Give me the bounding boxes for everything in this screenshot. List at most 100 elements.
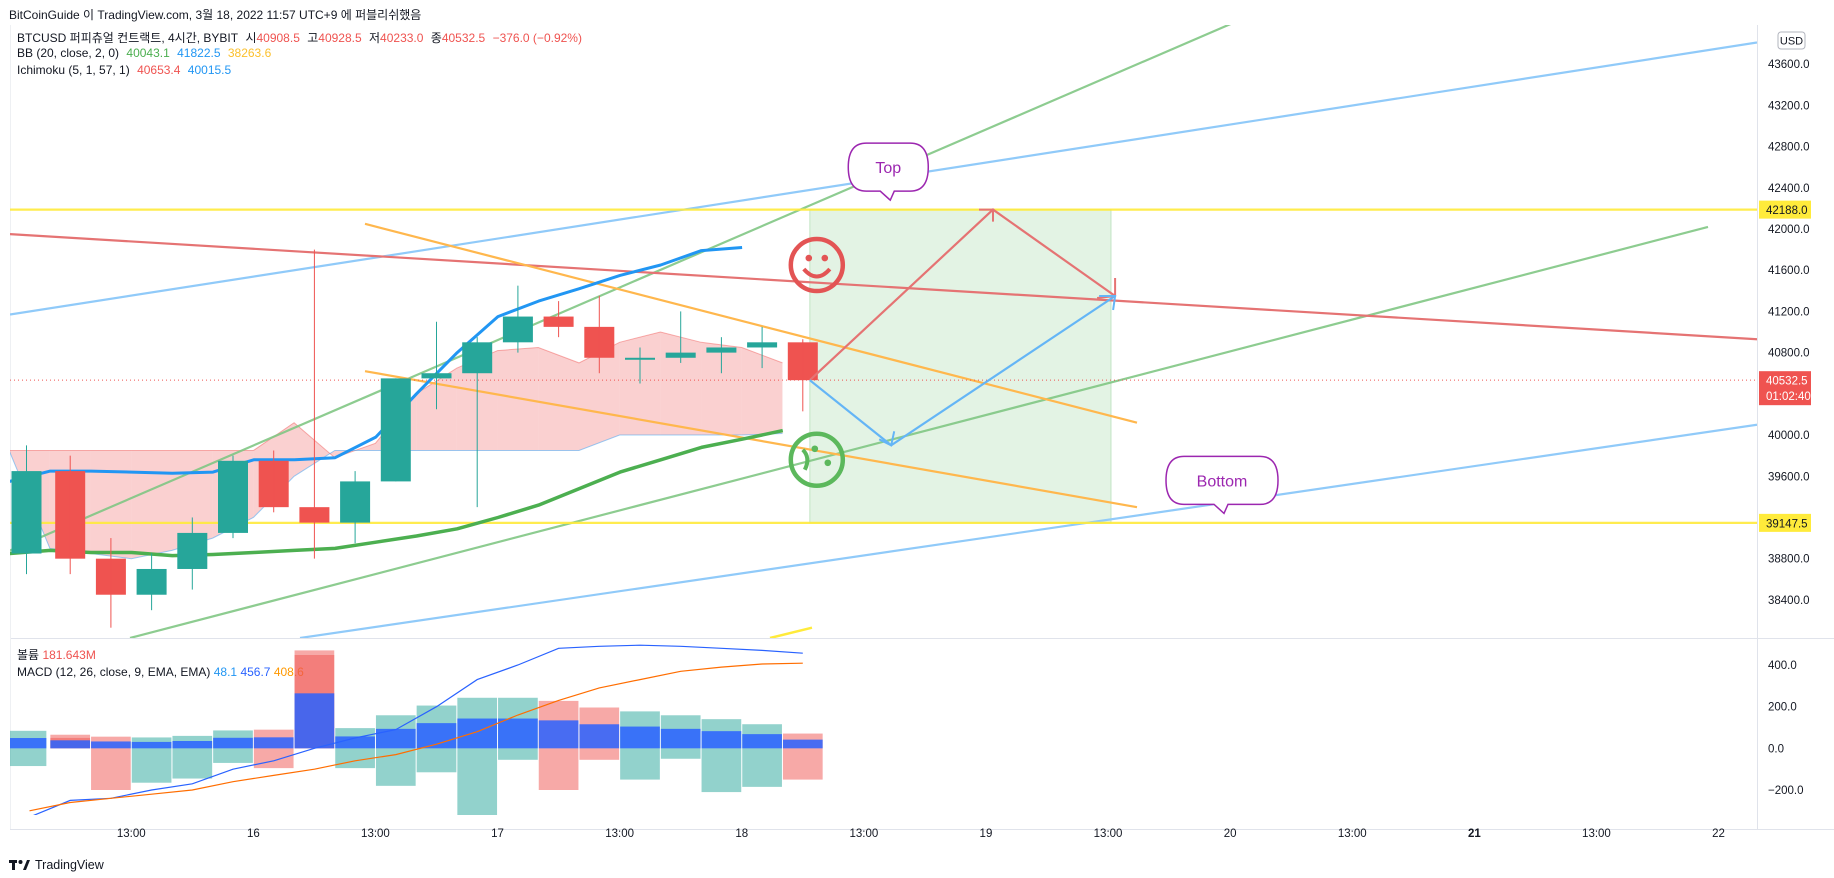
yellow-fragment (769, 626, 813, 638)
arrowhead-bottom (878, 431, 896, 447)
time-tick-label: 20 (1224, 828, 1237, 840)
macd-blue-bar (579, 724, 620, 749)
macd-blue-bar (782, 739, 823, 749)
ma-green-line (10, 428, 784, 558)
macd-blue-bar (294, 693, 335, 749)
level-price-label: 42188.0 (1766, 205, 1808, 217)
bar-countdown-label: 01:02:40 (1766, 391, 1811, 403)
macd-blue-bar (172, 741, 213, 749)
channel-green-lower (129, 225, 1709, 638)
time-tick-label: 13:00 (1338, 828, 1367, 840)
time-tick-label: 13:00 (849, 828, 878, 840)
price-tick-label: 43600.0 (1768, 59, 1810, 71)
speech-bubble (1165, 455, 1279, 515)
price-tick-label: 42400.0 (1768, 183, 1810, 195)
macd-histogram-bar (620, 748, 660, 780)
macd-histogram-bar (782, 748, 823, 780)
macd-tick-label: 0.0 (1768, 743, 1784, 755)
time-tick-label: 21 (1468, 828, 1481, 840)
macd-blue-bar (498, 718, 538, 749)
macd-histogram-bar (538, 748, 579, 790)
macd-pane (10, 644, 823, 815)
bb-legend: BB (20, close, 2, 0) 40043.1 41822.5 382… (17, 46, 272, 60)
price-tick-label: 41200.0 (1768, 306, 1810, 318)
macd-tick-label: −200.0 (1768, 785, 1804, 797)
time-tick-label: 13:00 (1094, 828, 1123, 840)
level-price-label: 39147.5 (1766, 518, 1808, 530)
last-price-label: 40532.5 (1766, 376, 1808, 388)
macd-histogram-bar (253, 748, 294, 769)
price-tick-label: 43200.0 (1768, 100, 1810, 112)
macd-line (33, 644, 803, 815)
macd-histogram-bar (416, 748, 457, 773)
speech-bubble-label: Bottom (1197, 473, 1248, 490)
time-tick-label: 13:00 (117, 828, 146, 840)
macd-blue-bar (50, 740, 91, 749)
macd-blue-bar (660, 728, 701, 749)
tradingview-brand: TradingView (9, 858, 104, 872)
macd-tick-label: 400.0 (1768, 660, 1797, 672)
descending-orange-lower (364, 370, 1138, 509)
arrowhead-top (979, 208, 994, 222)
macd-blue-bar (375, 728, 416, 749)
level-price-badge (1759, 513, 1811, 532)
symbol-name: BTCUSD 퍼피츄얼 컨트랙트, 4시간, BYBIT (17, 31, 239, 45)
tradingview-logo-icon (9, 860, 30, 870)
macd-blue-bar (538, 720, 579, 749)
time-tick-label: 19 (980, 828, 993, 840)
last-price-badge (1759, 371, 1811, 406)
main-pane (10, 25, 1757, 638)
resistance-red-line (10, 233, 1757, 341)
time-tick-label: 18 (735, 828, 748, 840)
descending-orange-upper (364, 222, 1138, 424)
macd-histogram-bar (457, 748, 498, 815)
price-tick-label: 40800.0 (1768, 348, 1810, 360)
ichimoku-cloud-segment (701, 342, 742, 436)
macd-histogram-bar (498, 748, 538, 760)
macd-histogram-bar (660, 748, 701, 759)
macd-histogram-bar (172, 748, 213, 779)
time-tick-label: 13:00 (361, 828, 390, 840)
macd-blue-bar (253, 737, 294, 749)
ichimoku-cloud-segment (131, 450, 172, 559)
macd-histogram-bar (701, 748, 742, 793)
symbol-legend: BTCUSD 퍼피츄얼 컨트랙트, 4시간, BYBIT 시40908.5 고4… (17, 29, 590, 46)
macd-histogram-bar (742, 748, 782, 787)
speech-bubble (847, 142, 930, 202)
channel-green-upper (10, 25, 1232, 552)
macd-blue-bar (742, 734, 782, 749)
ma-blue-line (10, 246, 743, 483)
time-tick-label: 13:00 (1582, 828, 1611, 840)
currency-label: USD (1780, 36, 1803, 48)
ichimoku-cloud-segment (90, 450, 132, 559)
macd-blue-bar (91, 741, 131, 749)
chart-caption: BitCoinGuide 이 TradingView.com, 3월 18, 2… (9, 8, 422, 22)
time-tick-label: 22 (1712, 828, 1725, 840)
macd-histogram-bar (10, 748, 47, 767)
price-tick-label: 38400.0 (1768, 595, 1810, 607)
price-tick-label: 42800.0 (1768, 142, 1810, 154)
macd-blue-bar (701, 731, 742, 749)
time-tick-label: 17 (491, 828, 504, 840)
ohlc-values: 시40908.5 고40928.5 저40233.0 종40532.5 −376… (245, 31, 582, 45)
macd-blue-bar (213, 737, 253, 749)
projection-box (809, 209, 1112, 524)
macd-histogram-bar (91, 748, 131, 790)
macd-blue-bar (620, 726, 660, 749)
macd-histogram-bar (131, 748, 172, 783)
price-tick-label: 42000.0 (1768, 224, 1810, 236)
price-tick-label: 41600.0 (1768, 265, 1810, 277)
level-price-badge (1759, 200, 1811, 219)
macd-signal-line (29, 662, 803, 812)
macd-blue-bar (131, 741, 172, 749)
ichimoku-cloud-segment (538, 347, 579, 451)
price-tick-label: 39600.0 (1768, 471, 1810, 483)
time-tick-label: 16 (247, 828, 260, 840)
ichimoku-legend: Ichimoku (5, 1, 57, 1) 40653.4 40015.5 (17, 63, 232, 77)
channel-blue-lower (299, 423, 1757, 638)
sad-face-icon (788, 431, 846, 489)
speech-bubble-label: Top (875, 160, 901, 177)
macd-histogram-bar (375, 748, 416, 786)
time-tick-label: 13:00 (605, 828, 634, 840)
